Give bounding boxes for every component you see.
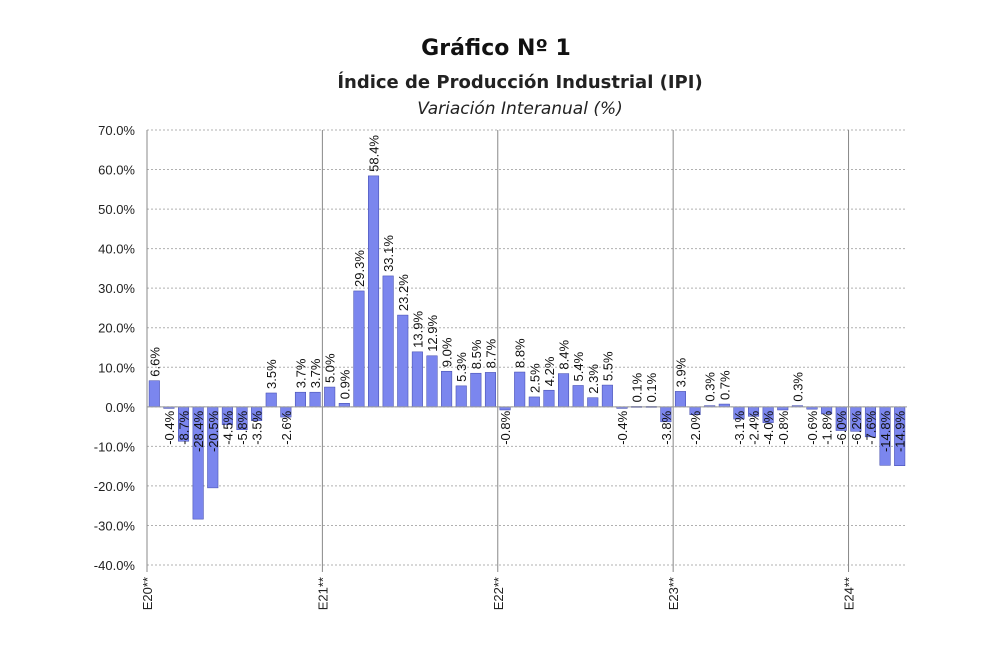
bar-data-label: -6.0% xyxy=(834,410,849,444)
bar-data-label: 13.9% xyxy=(410,311,425,348)
x-tick-label: E23** xyxy=(666,577,681,610)
bar-data-label: 2.5% xyxy=(527,363,542,393)
bar xyxy=(382,275,394,408)
bar xyxy=(587,397,599,408)
bar xyxy=(455,385,467,408)
bar xyxy=(309,391,321,408)
bar-data-label: 6.6% xyxy=(147,347,162,377)
bar-data-label: 3.5% xyxy=(264,359,279,389)
bar xyxy=(397,314,409,408)
bar-data-label: -0.6% xyxy=(805,410,820,444)
bar-data-label: 4.2% xyxy=(542,356,557,386)
y-tick-label: -40.0% xyxy=(94,558,136,573)
bar xyxy=(484,372,496,408)
bar-data-label: -20.5% xyxy=(206,410,221,452)
bar-data-label: -4.5% xyxy=(220,410,235,444)
bar-data-label: 0.7% xyxy=(717,370,732,400)
bar-data-label: 0.9% xyxy=(337,369,352,399)
chart-title: Gráfico Nº 1 xyxy=(421,36,571,61)
bar-data-label: 0.3% xyxy=(790,372,805,402)
bar xyxy=(470,372,482,408)
bar-data-label: -0.8% xyxy=(776,410,791,444)
y-tick-label: 30.0% xyxy=(98,281,135,296)
bar-data-label: 8.5% xyxy=(469,339,484,369)
bar xyxy=(528,396,540,408)
bar-data-label: -2.0% xyxy=(688,410,703,444)
bar xyxy=(426,355,438,408)
bar-data-label: -0.8% xyxy=(498,410,513,444)
bar-data-label: 12.9% xyxy=(425,315,440,352)
bar xyxy=(674,391,686,408)
bar-data-label: 5.0% xyxy=(323,353,338,383)
bar-data-label: -2.6% xyxy=(279,410,294,444)
bar-data-label: -2.4% xyxy=(747,410,762,444)
y-tick-label: 60.0% xyxy=(98,163,135,178)
bar-data-label: 2.3% xyxy=(586,364,601,394)
bar-data-label: 8.4% xyxy=(557,340,572,370)
bar-data-label: 9.0% xyxy=(440,337,455,367)
bar-data-label: 0.1% xyxy=(644,372,659,402)
bar-data-label: -5.8% xyxy=(235,410,250,444)
bar-data-label: -6.2% xyxy=(849,410,864,444)
x-tick-label: E24** xyxy=(842,577,857,610)
y-tick-label: -10.0% xyxy=(94,439,136,454)
bar xyxy=(572,385,584,408)
bar-data-label: -14.9% xyxy=(893,410,908,452)
bar-data-label: -3.1% xyxy=(732,410,747,444)
y-tick-label: 10.0% xyxy=(98,360,135,375)
bar-data-label: 29.3% xyxy=(352,250,367,287)
bar-data-label: 0.1% xyxy=(630,372,645,402)
bar xyxy=(265,392,277,408)
bar xyxy=(558,373,570,408)
bar xyxy=(353,290,365,408)
bar xyxy=(441,370,453,408)
bar-data-label: 5.3% xyxy=(454,352,469,382)
bar-data-label: 3.9% xyxy=(673,357,688,387)
bar xyxy=(514,371,526,408)
bar-data-label: -1.8% xyxy=(820,410,835,444)
bar-data-label: -0.4% xyxy=(162,410,177,444)
bar-data-label: -8.7% xyxy=(177,410,192,444)
bar xyxy=(368,175,380,408)
chart-subtitle-units: Variación Interanual (%) xyxy=(417,99,623,119)
bar-data-label: -28.4% xyxy=(191,410,206,452)
bar-data-label: 0.3% xyxy=(703,372,718,402)
bar-data-label: 5.4% xyxy=(571,351,586,381)
bar-data-label: -3.5% xyxy=(250,410,265,444)
bar xyxy=(148,380,160,408)
y-tick-label: 50.0% xyxy=(98,202,135,217)
bar-data-label: 8.7% xyxy=(483,338,498,368)
bar xyxy=(601,384,613,408)
bar-data-label: -7.6% xyxy=(863,410,878,444)
bar xyxy=(294,391,306,408)
bar-data-label: -3.8% xyxy=(659,410,674,444)
bar xyxy=(411,351,423,408)
bar xyxy=(338,403,350,408)
x-tick-label: E22** xyxy=(491,577,506,610)
y-tick-label: 20.0% xyxy=(98,321,135,336)
bar-data-label: 5.5% xyxy=(600,351,615,381)
y-tick-label: 70.0% xyxy=(98,123,135,138)
bar-data-label: 8.8% xyxy=(513,338,528,368)
y-tick-label: 0.0% xyxy=(105,400,135,415)
y-tick-label: -20.0% xyxy=(94,479,136,494)
x-tick-label: E20** xyxy=(140,577,155,610)
bar-data-label: 33.1% xyxy=(381,235,396,272)
bar-data-label: -0.4% xyxy=(615,410,630,444)
bar-data-label: -14.8% xyxy=(878,410,893,452)
x-tick-label: E21** xyxy=(315,577,330,610)
chart-subtitle: Índice de Producción Industrial (IPI) xyxy=(337,72,703,93)
bar xyxy=(324,386,336,408)
bar-data-label: 23.2% xyxy=(396,274,411,311)
bar-data-label: 3.7% xyxy=(308,358,323,388)
bar xyxy=(543,389,555,408)
y-tick-label: 40.0% xyxy=(98,242,135,257)
y-tick-label: -30.0% xyxy=(94,518,136,533)
bar-data-label: 58.4% xyxy=(367,135,382,172)
bar-data-label: 3.7% xyxy=(293,358,308,388)
bar-data-label: -4.0% xyxy=(761,410,776,444)
